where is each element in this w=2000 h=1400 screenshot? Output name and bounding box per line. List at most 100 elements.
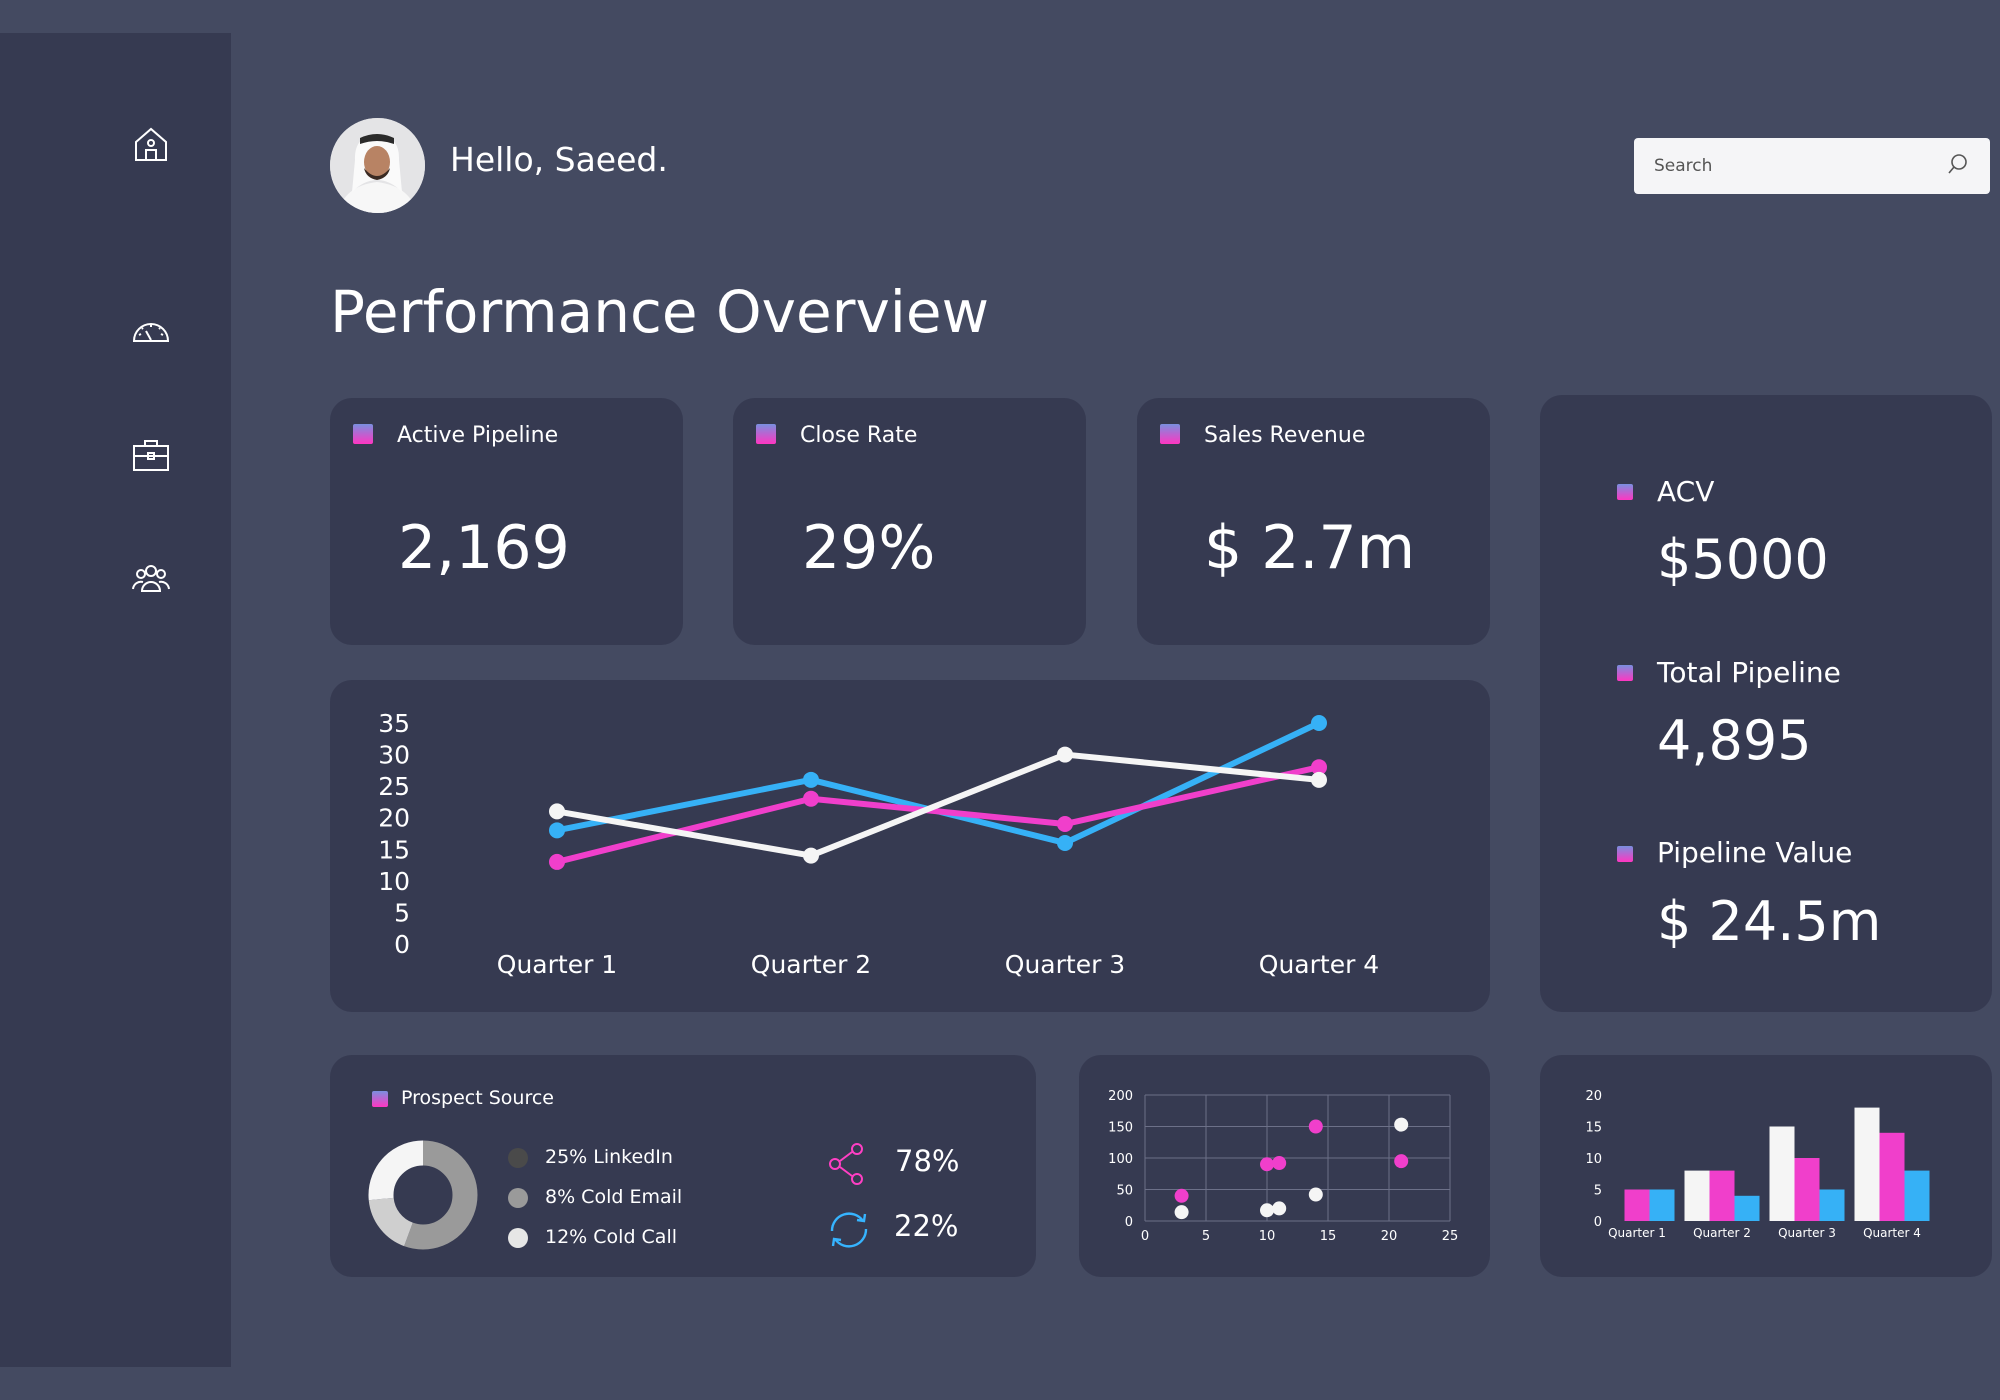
x-tick-label: Quarter 3 [1778,1226,1836,1240]
y-tick-label: 0 [394,930,410,959]
search-icon[interactable] [1946,152,1970,180]
x-tick-label: 15 [1320,1229,1337,1244]
data-point [803,847,819,864]
briefcase-icon[interactable] [130,434,172,476]
x-tick-label: Quarter 4 [1863,1226,1921,1240]
data-point [803,771,819,788]
y-tick-label: 25 [378,772,410,801]
kpi-label: Sales Revenue [1204,423,1366,448]
legend-swatch [372,1091,388,1107]
x-tick-label: Quarter 1 [497,950,617,979]
kpi-value: 2,169 [398,513,570,583]
y-tick-label: 35 [378,709,410,738]
legend-swatch [353,424,373,444]
kpi-card-close-rate[interactable]: Close Rate 29% [733,398,1086,645]
data-point [1057,746,1073,763]
data-point [1308,1119,1323,1134]
x-tick-label: 25 [1442,1229,1459,1244]
speedometer-icon[interactable] [130,309,172,351]
y-tick-label: 15 [1585,1121,1602,1136]
data-point [1174,1205,1189,1220]
summary-stats-card: ACV $5000 Total Pipeline 4,895 Pipeline … [1540,395,1992,1012]
stat-value-pipeline-value: $ 24.5m [1657,890,1882,953]
x-tick-label: 10 [1259,1229,1276,1244]
y-tick-label: 20 [1585,1089,1602,1104]
kpi-value: $ 2.7m [1204,513,1416,583]
greeting: Hello, Saeed. [450,140,668,179]
x-tick-label: Quarter 4 [1259,950,1379,979]
stat-label-pipeline-value: Pipeline Value [1657,836,1853,869]
avatar[interactable] [330,118,425,213]
data-point [1272,1156,1287,1171]
bar [1684,1170,1710,1221]
refresh-icon [826,1209,872,1255]
x-tick-label: Quarter 3 [1005,950,1125,979]
bar [1624,1189,1650,1221]
data-point [549,853,565,870]
x-tick-label: Quarter 2 [1693,1226,1751,1240]
x-tick-label: 0 [1141,1229,1149,1244]
x-tick-label: Quarter 1 [1608,1226,1666,1240]
legend-dot-linkedin [508,1148,528,1168]
series-line [556,764,1320,865]
y-tick-label: 20 [378,804,410,833]
bar [1709,1170,1735,1221]
legend-swatch [1617,665,1633,681]
stat-label-acv: ACV [1657,475,1715,508]
home-icon[interactable] [130,123,172,165]
scatter-chart: 0 5 10 15 20 25 0 50 100 150 200 [1108,1089,1459,1244]
bar [1769,1126,1795,1221]
y-tick-label: 50 [1116,1184,1133,1199]
donut-chart [368,1140,478,1250]
kpi-label: Active Pipeline [397,423,559,448]
legend-swatch [1617,484,1633,500]
data-point [1174,1188,1189,1203]
data-point [1260,1157,1274,1172]
kpi-card-sales-revenue[interactable]: Sales Revenue $ 2.7m [1137,398,1490,645]
y-tick-label: 200 [1108,1089,1133,1104]
bar [1879,1132,1905,1221]
bar [1649,1189,1675,1221]
scatter-chart-card: 0 5 10 15 20 25 0 50 100 150 200 [1079,1055,1490,1277]
series-line [556,751,1320,859]
data-point [1057,834,1073,851]
bar [1734,1195,1760,1221]
stat-percent-share: 78% [895,1144,960,1178]
kpi-label: Close Rate [800,423,918,448]
y-tick-label: 10 [1585,1152,1602,1167]
bar-chart: 0 5 10 15 20 Quarter 1 Quarter 2 Quarter 3 Quart… [1585,1089,1930,1240]
legend-swatch [1617,846,1633,862]
y-tick-label: 150 [1108,1121,1133,1136]
kpi-value: 29% [802,513,936,583]
data-point [549,822,565,839]
data-point [1311,771,1327,788]
legend-swatch [756,424,776,444]
x-tick-label: 5 [1202,1229,1210,1244]
x-tick-label: Quarter 2 [751,950,871,979]
stat-value-acv: $5000 [1657,528,1829,591]
y-tick-label: 10 [378,867,410,896]
y-tick-label: 100 [1108,1152,1133,1167]
y-tick-label: 15 [378,835,410,864]
data-point [1057,816,1073,833]
prospect-source-card: Prospect Source 25% LinkedIn 8% Cold Ema… [330,1055,1036,1277]
share-icon [827,1142,867,1190]
search-input[interactable] [1654,156,1946,176]
bar [1904,1170,1930,1221]
legend-label-cold-email: 8% Cold Email [545,1186,683,1208]
users-icon[interactable] [130,557,172,599]
line-chart-card: 0 5 10 15 20 25 30 35 Quarter 1 Quarter 2 Quarter … [330,680,1490,1012]
bar [1794,1158,1820,1221]
y-tick-label: 0 [1594,1215,1602,1230]
sidebar [0,33,231,1367]
legend-dot-cold-email [508,1188,528,1208]
prospect-source-title: Prospect Source [401,1087,554,1109]
stat-value-total-pipeline: 4,895 [1657,709,1812,772]
search-box[interactable] [1634,138,1990,194]
y-tick-label: 30 [378,741,410,770]
legend-dot-cold-call [508,1228,528,1248]
legend-label-linkedin: 25% LinkedIn [545,1146,673,1168]
kpi-card-active-pipeline[interactable]: Active Pipeline 2,169 [330,398,683,645]
series-line [556,720,1321,846]
stat-percent-refresh: 22% [894,1209,959,1243]
